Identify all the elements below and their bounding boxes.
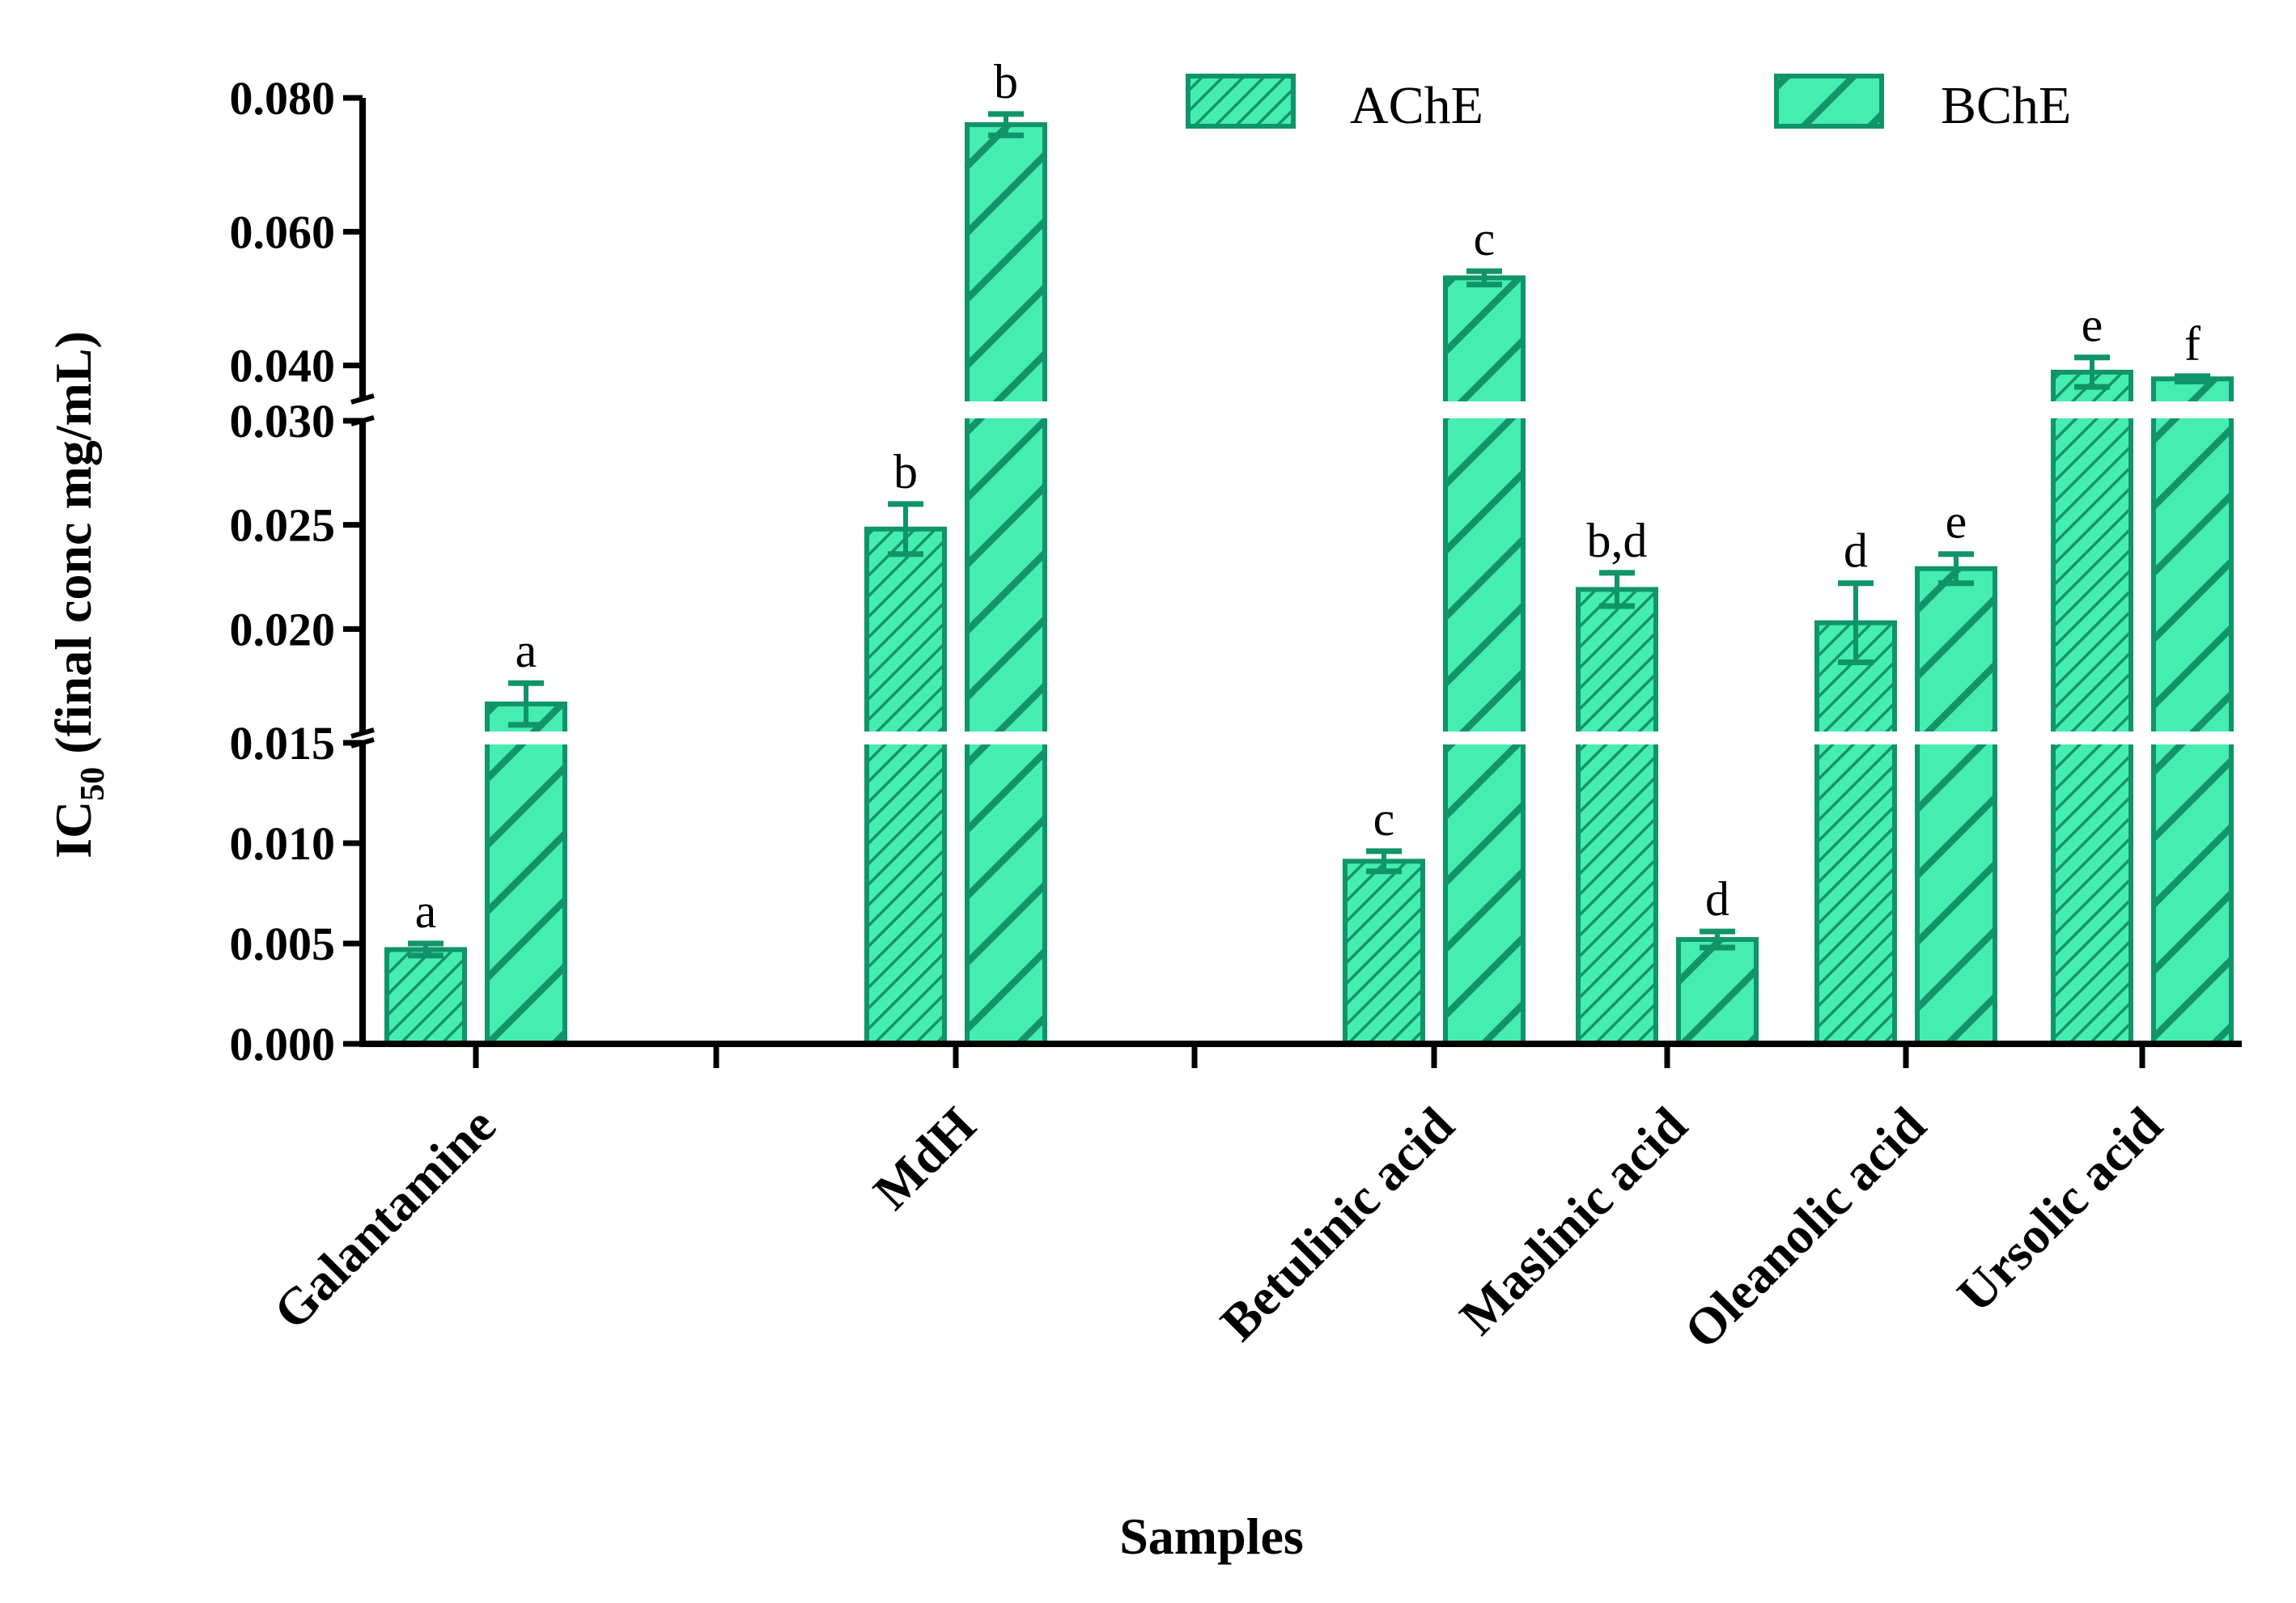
- y-tick-label-0.010: 0.010: [230, 817, 336, 870]
- y-axis-title-prefix: IC: [45, 801, 102, 859]
- sig-letter-bche-ursolic-acid: f: [2184, 317, 2201, 371]
- y-axis-break-mark-1b: [350, 727, 375, 739]
- bar-ache-betulinic-acid: [1343, 859, 1425, 1046]
- errorbar-ache-mdh: [888, 501, 923, 558]
- y-tick-label-0.030: 0.030: [230, 395, 336, 447]
- x-tick-label-mdh: MdH: [863, 1096, 987, 1220]
- x-tick-label-galantamine: Galantamine: [262, 1096, 507, 1341]
- sig-letter-bche-maslinic-acid: d: [1705, 872, 1729, 926]
- y-axis-break-mark-2b: [350, 393, 375, 405]
- errorbar-ache-galantamine: [408, 940, 443, 959]
- bar-bche-oleanolic-acid: [1915, 566, 1997, 1046]
- x-tick-label-betulinic-acid: Betulinic acid: [1209, 1096, 1464, 1351]
- errorbar-ache-ursolic-acid: [2074, 354, 2110, 390]
- x-axis-title: Samples: [1119, 1508, 1304, 1565]
- errorbar-ache-oleanolic-acid: [1838, 580, 1874, 666]
- legend-swatch-bche: [1774, 74, 1884, 129]
- bar-ache-ursolic-acid: [2051, 369, 2133, 1046]
- legend: AChE BChE: [1186, 74, 2071, 135]
- errorbar-bche-betulinic-acid: [1466, 268, 1502, 288]
- svg-text:IC50 (final conc mg/mL): IC50 (final conc mg/mL): [45, 331, 112, 859]
- bar-bche-ursolic-acid: [2151, 376, 2234, 1046]
- bar-ache-maslinic-acid: [1576, 587, 1658, 1046]
- y-tick-label-0.005: 0.005: [230, 918, 336, 970]
- errorbar-bche-galantamine: [508, 680, 544, 728]
- legend-item-bche: BChE: [1774, 74, 2071, 135]
- bars-layer: a b c b,d d e a b c d e f: [367, 55, 2296, 1047]
- x-tick-label-oleanolic-acid: Oleanolic acid: [1673, 1096, 1936, 1359]
- bar-ache-galantamine: [384, 947, 467, 1046]
- legend-item-ache: AChE: [1186, 74, 1483, 135]
- x-tick-label-maslinic-acid: Maslinic acid: [1449, 1096, 1698, 1346]
- errorbar-bche-mdh: [988, 111, 1024, 138]
- bar-ache-oleanolic-acid: [1814, 620, 1897, 1046]
- errorbar-ache-betulinic-acid: [1366, 848, 1402, 875]
- y-tick-label-0.060: 0.060: [230, 206, 336, 258]
- x-tick-label-ursolic-acid: Ursolic acid: [1946, 1096, 2173, 1323]
- sig-letter-bche-galantamine: a: [516, 624, 537, 677]
- sig-letter-ache-mdh: b: [893, 445, 918, 498]
- y-tick-label-0.015: 0.015: [230, 717, 336, 770]
- y-tick-label-0.000: 0.000: [230, 1018, 336, 1071]
- y-axis-title: IC50 (final conc mg/mL): [45, 331, 112, 859]
- errorbar-bche-maslinic-acid: [1700, 928, 1735, 951]
- bar-bche-mdh: [965, 122, 1047, 1047]
- errorbar-bche-ursolic-acid: [2175, 373, 2210, 385]
- bar-ache-mdh: [864, 526, 947, 1046]
- sig-letter-bche-mdh: b: [994, 55, 1018, 108]
- y-axis-title-subscript: 50: [74, 767, 112, 801]
- bar-bche-maslinic-acid: [1676, 937, 1759, 1047]
- sig-letter-bche-oleanolic-acid: e: [1946, 495, 1967, 549]
- errorbar-bche-oleanolic-acid: [1938, 551, 1974, 587]
- legend-label-bche: BChE: [1941, 76, 2071, 135]
- y-axis-title-suffix: (final conc mg/mL): [45, 331, 102, 767]
- sig-letter-bche-betulinic-acid: c: [1474, 212, 1496, 265]
- y-tick-label-0.080: 0.080: [230, 72, 336, 125]
- bar-bche-galantamine: [485, 701, 567, 1046]
- sig-letter-ache-maslinic-acid: b,d: [1587, 514, 1648, 567]
- sig-letter-ache-betulinic-acid: c: [1373, 792, 1395, 846]
- sig-letter-ache-oleanolic-acid: d: [1844, 524, 1868, 578]
- axis-break-strip-2: [367, 401, 2296, 418]
- y-tick-label-0.040: 0.040: [230, 340, 336, 392]
- bar-bche-betulinic-acid: [1443, 275, 1526, 1046]
- axis-break-strip-1: [367, 732, 2296, 744]
- y-tick-label-0.020: 0.020: [230, 603, 336, 655]
- legend-swatch-ache: [1186, 74, 1296, 129]
- y-tick-label-0.025: 0.025: [230, 499, 336, 552]
- legend-label-ache: AChE: [1350, 76, 1483, 135]
- sig-letter-ache-ursolic-acid: e: [2082, 299, 2103, 352]
- errorbar-ache-maslinic-acid: [1599, 570, 1635, 609]
- sig-letter-ache-galantamine: a: [415, 884, 437, 938]
